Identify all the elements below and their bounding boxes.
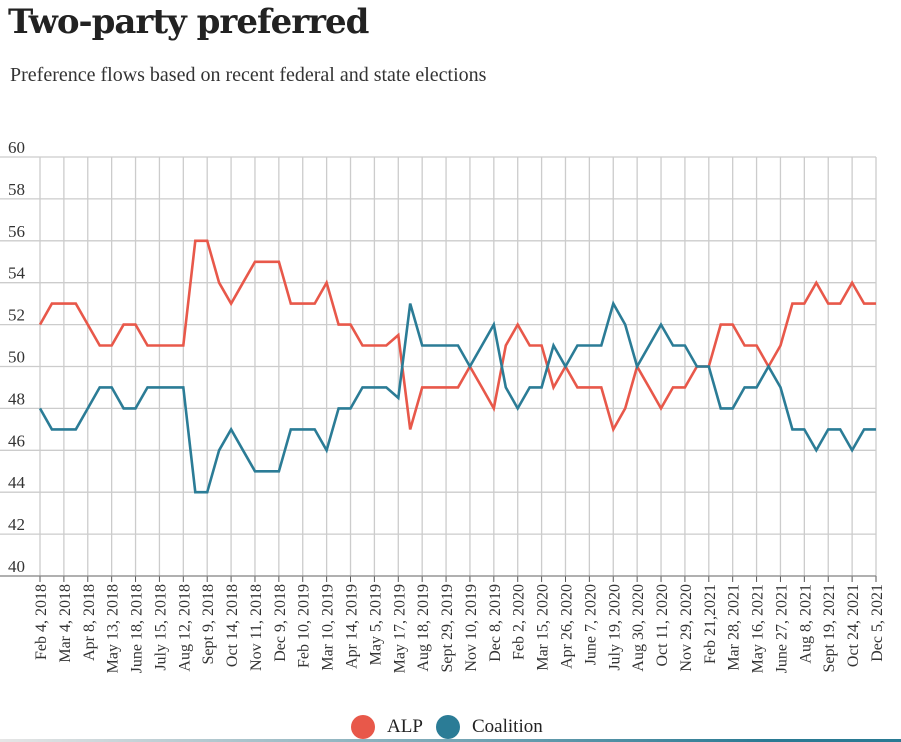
x-tick-label: Dec 5, 2021 [869,584,886,662]
grid-lines [0,156,877,582]
y-tick-label: 58 [8,180,25,199]
y-tick-label: 44 [8,473,26,492]
x-tick-label: May 13, 2018 [105,584,122,673]
y-tick-label: 46 [8,431,25,450]
x-tick-label: Oct 11, 2020 [654,584,671,667]
y-axis-ticks: 40 42 44 46 48 50 52 54 56 58 60 [8,138,26,576]
y-tick-label: 50 [8,348,25,367]
x-tick-label: May 5, 2019 [367,584,384,665]
x-tick-label: Oct 14, 2018 [224,584,241,667]
x-tick-label: July 19, 2020 [606,584,623,671]
x-tick-label: Mar 4, 2018 [57,584,74,663]
x-tick-label: May 16, 2021 [750,584,767,673]
x-tick-label: Apr 26, 2020 [558,584,575,669]
x-tick-label: Aug 8, 2021 [797,584,814,664]
x-tick-label: May 17, 2019 [391,584,408,673]
series-line-alp [38,239,876,433]
x-tick-label: Nov 11, 2018 [248,584,265,671]
chart-subtitle: Preference flows based on recent federal… [10,64,487,86]
x-axis-ticks: Feb 4, 2018 Mar 4, 2018 Apr 8, 2018 May 13,… [33,584,886,673]
x-tick-label: Aug 12, 2018 [176,584,193,672]
x-tick-label: Sept 9, 2018 [200,584,217,664]
bottom-rule [0,739,901,742]
x-tick-label: Nov 29, 2020 [678,584,695,672]
x-tick-label: Mar 15, 2020 [535,584,552,671]
y-tick-label: 42 [8,515,25,534]
y-tick-label: 40 [8,557,25,576]
chart-title: Two-party preferred [8,2,369,42]
legend-alp-swatch [351,715,375,739]
x-tick-label: July 15, 2018 [152,584,169,671]
x-tick-label: Apr 14, 2019 [344,584,361,669]
x-tick-label: June 18, 2018 [129,584,146,673]
y-tick-label: 60 [8,138,25,157]
x-tick-label: Dec 9, 2018 [272,584,289,662]
x-tick-label: Feb 4, 2018 [33,584,50,660]
x-tick-label: Sept 29, 2019 [439,584,456,672]
x-tick-label: Aug 30, 2020 [630,584,647,672]
x-tick-label: Aug 18, 2019 [415,584,432,672]
x-tick-label: Feb 2, 2020 [511,584,528,660]
x-tick-label: Feb 10, 2019 [296,584,313,668]
legend-coalition-label: Coalition [472,716,543,737]
x-tick-label: Oct 24, 2021 [845,584,862,667]
x-tick-label: Mar 10, 2019 [320,584,337,671]
series-lines [38,239,876,494]
x-tick-label: Nov 10, 2019 [463,584,480,672]
y-tick-label: 48 [8,389,25,408]
y-tick-label: 54 [8,264,26,283]
series-line-coalition [38,300,876,494]
x-tick-label: Feb 21,2021 [702,584,719,664]
x-tick-label: Apr 8, 2018 [81,584,98,661]
legend-coalition: Coalition [436,714,543,740]
y-tick-label: 52 [8,306,25,325]
x-tick-label: June 7, 2020 [582,584,599,665]
x-tick-label: Dec 8, 2019 [487,584,504,662]
x-tick-label: Sept 19, 2021 [821,584,838,672]
legend-alp: ALP [351,714,423,740]
y-tick-label: 56 [8,222,25,241]
legend-coalition-swatch [436,715,460,739]
legend-alp-label: ALP [387,716,423,737]
x-tick-label: Mar 28, 2021 [726,584,743,671]
x-tick-label: June 27, 2021 [773,584,790,673]
